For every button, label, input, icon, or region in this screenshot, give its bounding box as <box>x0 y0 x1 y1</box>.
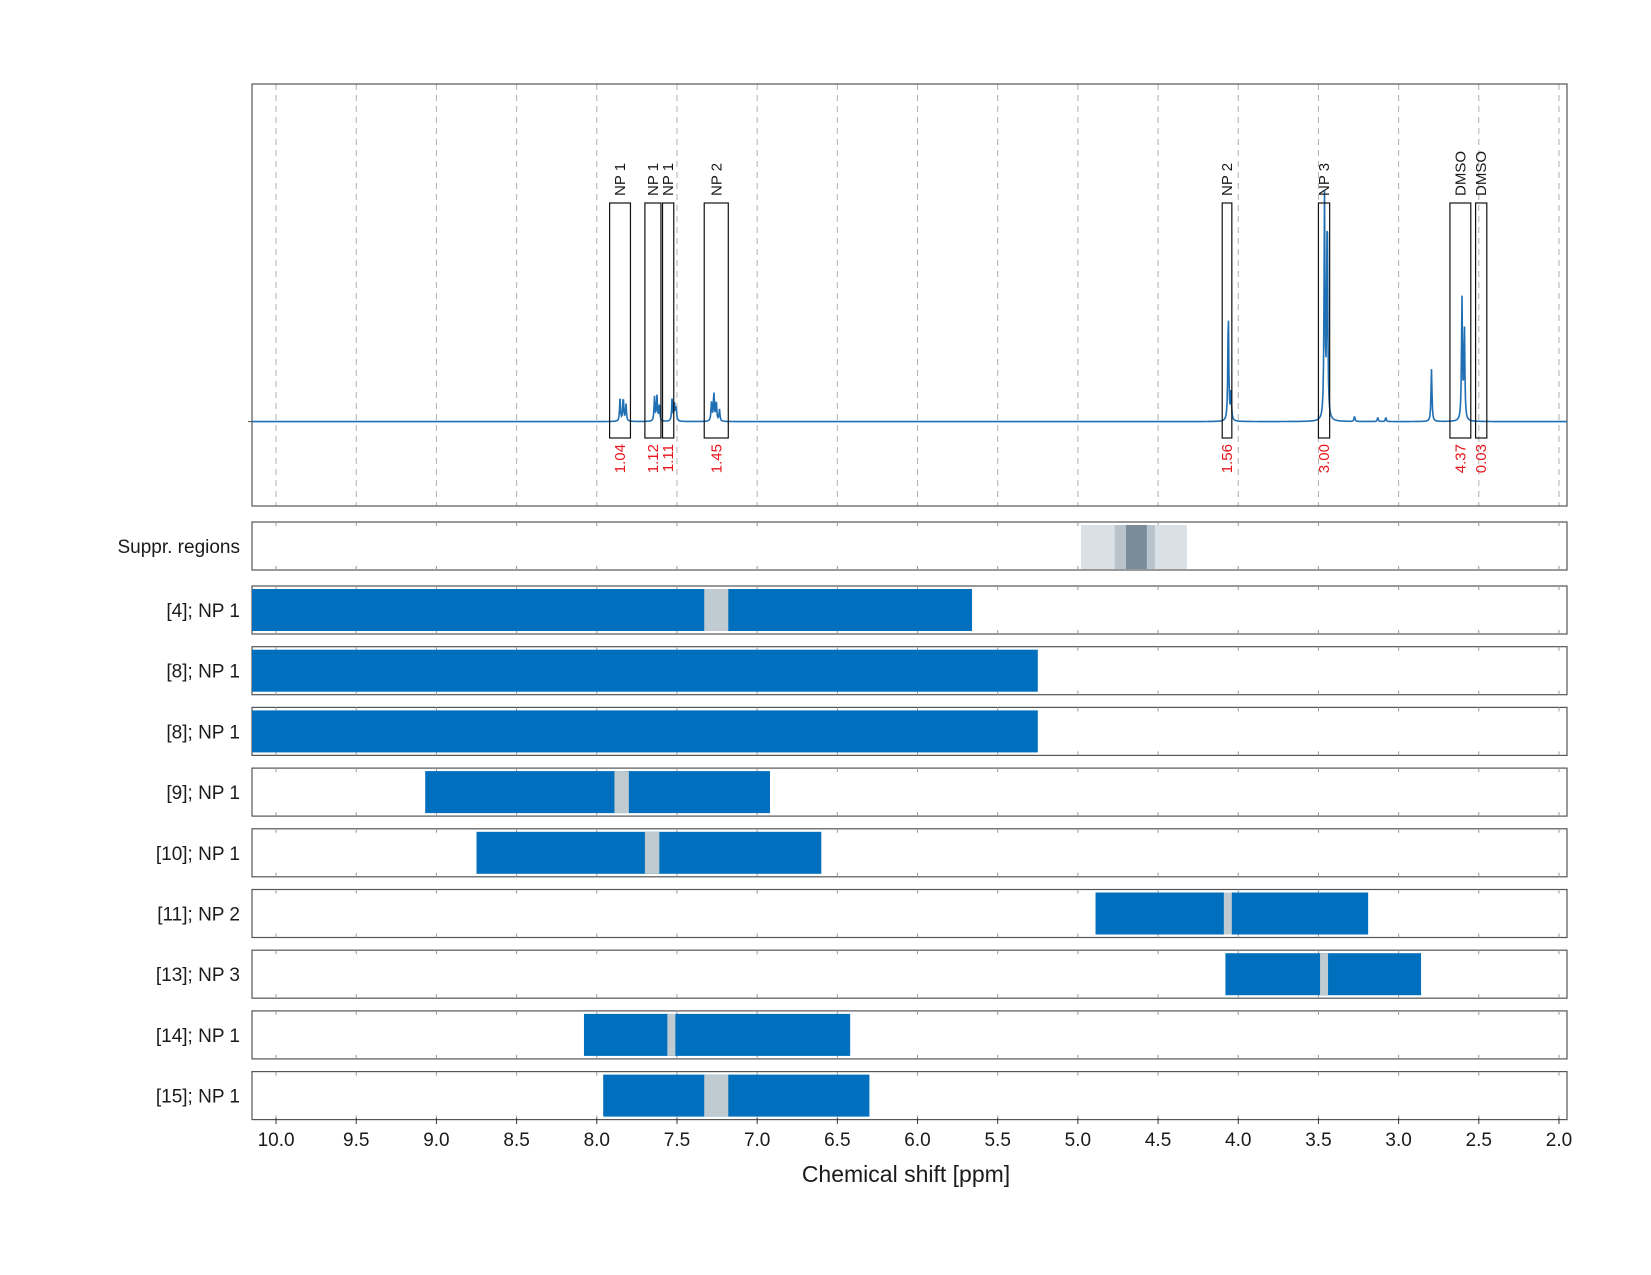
x-tick-label: 10.0 <box>258 1130 295 1151</box>
range-gap <box>644 831 660 874</box>
x-axis-title: Chemical shift [ppm] <box>802 1161 1010 1187</box>
x-tick-label: 8.5 <box>503 1130 529 1151</box>
range-gap <box>1320 953 1329 996</box>
range-gap <box>1223 892 1232 935</box>
peak-box <box>661 202 675 439</box>
peak-box <box>609 202 632 439</box>
range-bar <box>603 1074 870 1117</box>
x-tick-label: 6.0 <box>904 1130 930 1151</box>
track-label: Suppr. regions <box>117 537 240 558</box>
integral-value: 4.37 <box>1452 444 1469 473</box>
integral-value: 1.04 <box>612 444 629 473</box>
x-tick-label: 5.0 <box>1065 1130 1091 1151</box>
x-tick-label: 5.5 <box>984 1130 1010 1151</box>
spectrum-line <box>252 190 1567 423</box>
peak-box <box>1221 202 1233 439</box>
integral-value: 1.45 <box>708 444 725 473</box>
peak-box-label: NP 2 <box>708 163 725 196</box>
range-gap <box>667 1013 676 1056</box>
x-tick-label: 4.0 <box>1225 1130 1251 1151</box>
x-tick-label: 3.5 <box>1305 1130 1331 1151</box>
integral-value: 1.11 <box>660 444 677 472</box>
range-bar <box>1095 892 1369 935</box>
integral-value: 1.12 <box>645 444 662 473</box>
peak-box <box>1449 202 1472 439</box>
x-tick-label: 9.0 <box>423 1130 449 1151</box>
track-label: [11]; NP 2 <box>157 905 240 926</box>
suppr-regions-frame <box>251 521 1568 571</box>
x-tick-label: 6.5 <box>824 1130 850 1151</box>
x-tick-label: 4.5 <box>1145 1130 1171 1151</box>
peak-box <box>644 202 662 439</box>
peak-box-label: NP 1 <box>645 163 662 196</box>
suppr-band <box>1125 525 1147 569</box>
peak-box <box>1474 202 1488 439</box>
track-label: [10]; NP 1 <box>156 844 240 865</box>
peak-box-label: DMSO <box>1473 151 1490 196</box>
track-label: [15]; NP 1 <box>156 1087 240 1108</box>
integral-value: 0.03 <box>1473 444 1490 473</box>
x-axis: 10.0 9.5 9.0 8.5 8.0 7.5 7.0 6.5 6.0 5.5 5.0 4.5 4.0… <box>258 1118 1572 1151</box>
spectrum-panel: NP 1 1.04 NP 1 1.12 NP 1 1.11 NP 2 1.45 NP 2 1.56… <box>248 83 1568 507</box>
range-bar <box>425 771 770 814</box>
grid-lines <box>275 84 1560 506</box>
track-frame <box>251 828 1568 878</box>
integral-value: 1.56 <box>1219 444 1236 473</box>
x-tick-label: 7.0 <box>744 1130 770 1151</box>
integral-value: 3.00 <box>1316 444 1333 473</box>
peak-box-label: DMSO <box>1452 151 1469 196</box>
track-label: [4]; NP 1 <box>166 601 240 622</box>
track-label: [8]; NP 1 <box>166 662 240 683</box>
spectrum-frame <box>251 83 1568 507</box>
x-tick-label: 3.0 <box>1385 1130 1411 1151</box>
range-bar <box>583 1013 851 1056</box>
x-tick-label: 2.0 <box>1546 1130 1572 1151</box>
range-bar <box>252 710 1038 753</box>
range-bar <box>252 589 973 631</box>
track-label: [9]; NP 1 <box>166 783 240 804</box>
track-label: [13]; NP 3 <box>156 965 240 986</box>
range-tracks: Suppr. regions [4]; NP 1 [8]; NP 1 [8]; NP … <box>117 521 1568 1121</box>
peak-box-label: NP 1 <box>660 163 677 196</box>
x-tick-label: 2.5 <box>1466 1130 1492 1151</box>
peak-box-label: NP 2 <box>1219 163 1236 196</box>
peak-box-label: NP 3 <box>1316 163 1333 196</box>
x-tick-label: 8.0 <box>584 1130 610 1151</box>
range-gap <box>614 771 629 814</box>
range-bar <box>252 649 1038 692</box>
range-gap <box>704 1074 729 1117</box>
track-label: [8]; NP 1 <box>166 722 240 743</box>
x-tick-label: 7.5 <box>664 1130 690 1151</box>
range-gap <box>704 589 729 631</box>
track-frame <box>251 888 1568 939</box>
peak-box <box>1317 202 1331 439</box>
track-label: [14]; NP 1 <box>156 1026 240 1047</box>
peak-box-label: NP 1 <box>612 163 629 196</box>
peak-box <box>703 202 729 439</box>
track-frame <box>251 1070 1568 1121</box>
track-frame <box>251 1010 1568 1060</box>
x-tick-label: 9.5 <box>343 1130 369 1151</box>
